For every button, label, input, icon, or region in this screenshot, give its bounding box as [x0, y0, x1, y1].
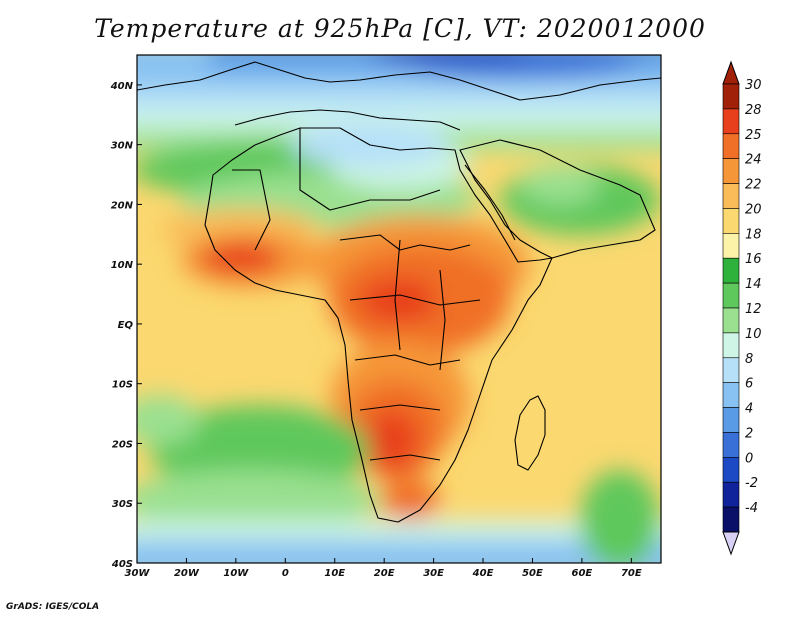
mediterranean-south — [234, 109, 461, 131]
lon-tick-label: 50E — [522, 568, 543, 579]
colorbar-segment — [722, 382, 740, 408]
colorbar-label: 12 — [745, 302, 762, 317]
colorbar-label: 10 — [745, 327, 762, 342]
map-figure: 30W 20W 10W 0 10E 20E 30E 40E 50E 60E 70E 40N30N20… — [110, 54, 762, 579]
colorbar-top-arrow — [722, 60, 740, 85]
colorbar-label: 2 — [745, 426, 753, 441]
colorbar-label: 14 — [745, 277, 762, 292]
lon-tick-label: 20E — [374, 568, 395, 579]
temperature-field — [137, 55, 661, 563]
europe-coastline — [137, 61, 661, 101]
lat-tick-label: 10S — [112, 380, 133, 391]
lat-tick-label: 20S — [112, 439, 133, 450]
lat-tick-label: 20N — [111, 200, 134, 211]
colorbar-segment — [722, 233, 740, 259]
coastlines — [137, 61, 661, 523]
colorbar-label: 28 — [745, 103, 762, 118]
lat-tick-label: 40S — [111, 559, 133, 570]
lat-tick-label: 10N — [111, 260, 134, 271]
colorbar-segment — [722, 432, 740, 458]
map-title: Temperature at 925hPa [C], VT: 202001200… — [94, 14, 706, 43]
colorbar-segment — [722, 457, 740, 483]
credit-text: GrADS: IGES/COLA — [6, 602, 100, 612]
colorbar-segment — [722, 407, 740, 433]
colorbar-label: 24 — [745, 153, 762, 168]
lon-tick-label: 60E — [572, 568, 593, 579]
colorbar-segment — [722, 83, 740, 110]
longitude-axis: 30W 20W 10W 0 10E 20E 30E 40E 50E 60E 70E — [125, 558, 642, 579]
colorbar-segment — [722, 357, 740, 383]
colorbar-segment — [722, 307, 740, 334]
red-sea — [464, 164, 516, 241]
lon-tick-label: 0 — [282, 568, 289, 579]
colorbar-label: -2 — [745, 476, 758, 491]
lat-tick-label: 30N — [111, 141, 134, 152]
colorbar-segment — [722, 133, 740, 159]
africa-coastline — [204, 127, 553, 523]
lon-tick-label: 70E — [621, 568, 642, 579]
colorbar-label: 0 — [745, 451, 753, 466]
colorbar-segment — [722, 481, 740, 508]
lon-tick-label: 30W — [125, 568, 151, 579]
lon-tick-label: 30E — [423, 568, 444, 579]
plot-frame — [136, 54, 662, 564]
colorbar-label: 18 — [745, 227, 762, 242]
lat-tick-label: 40N — [110, 81, 134, 92]
lon-tick-label: 10E — [324, 568, 345, 579]
colorbar-segment — [722, 332, 740, 359]
colorbar-label: 25 — [745, 128, 762, 143]
colorbar-label: 4 — [745, 402, 753, 417]
lon-tick-label: 40E — [472, 568, 494, 579]
madagascar — [514, 395, 546, 471]
colorbar-label: 8 — [745, 352, 753, 367]
colorbar-label: -4 — [745, 501, 758, 516]
lon-tick-label: 20W — [174, 568, 200, 579]
colorbar-segment — [722, 257, 740, 284]
colorbar-label: 16 — [745, 252, 762, 267]
latitude-axis: 40N 30N 20N 10N EQ 10S 20S 30S 40S — [110, 81, 142, 570]
colorbar-segment — [722, 183, 740, 209]
colorbar-segment — [722, 506, 740, 533]
colorbar-segment — [722, 282, 740, 309]
arabia-coastline — [459, 139, 656, 259]
colorbar-label: 30 — [745, 78, 762, 93]
lat-tick-label: 30S — [112, 499, 133, 510]
colorbar-bottom-arrow — [722, 531, 740, 556]
colorbar-label: 22 — [745, 178, 762, 193]
colorbar-segment — [722, 158, 740, 184]
colorbar-label: 6 — [745, 377, 753, 392]
lat-tick-label: EQ — [118, 320, 134, 331]
lon-tick-label: 10W — [223, 568, 249, 579]
colorbar-segment — [722, 108, 740, 135]
colorbar-segment — [722, 208, 740, 234]
colorbar-label: 20 — [745, 202, 762, 217]
